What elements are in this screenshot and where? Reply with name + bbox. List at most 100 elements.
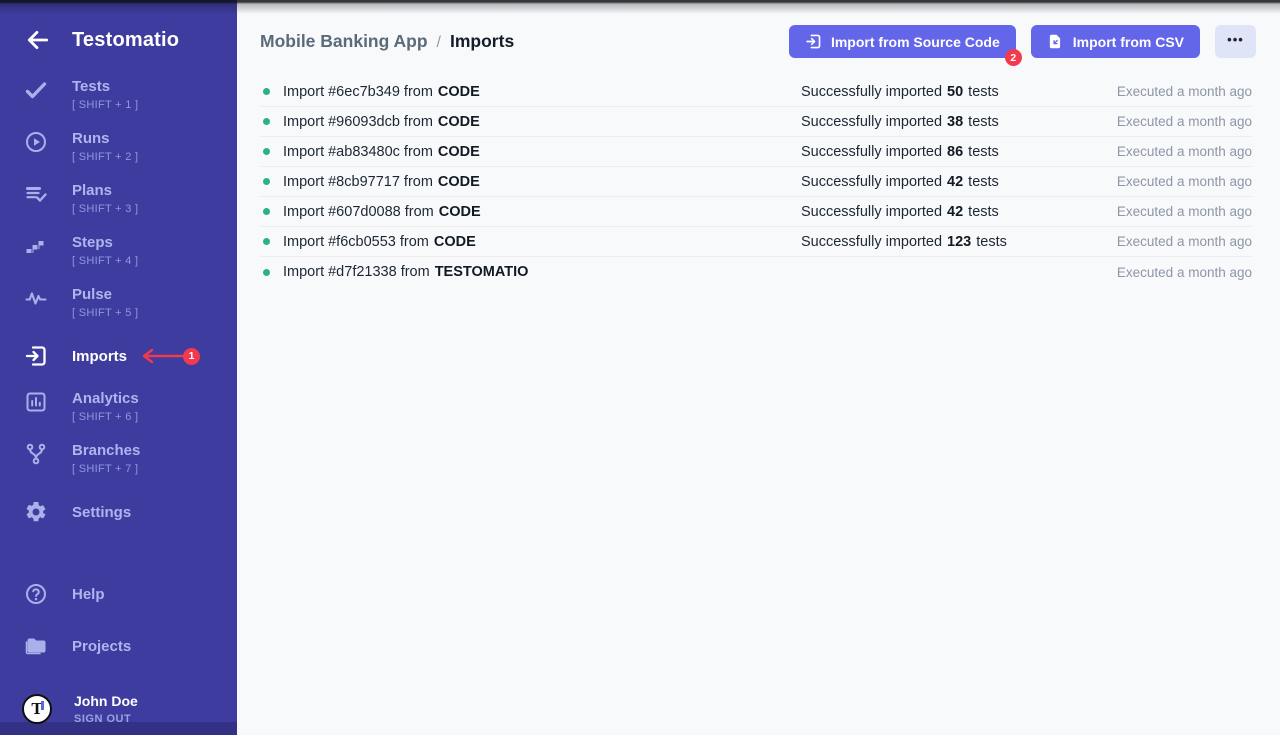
folder-icon	[25, 638, 46, 655]
import-source: CODE	[437, 83, 480, 100]
import-list: Import #6ec7b349 from CODE Successfully …	[260, 77, 1252, 287]
breadcrumb: Mobile Banking App / Imports	[260, 31, 514, 52]
sidebar-item-branches[interactable]: Branches [ SHIFT + 7 ]	[0, 441, 237, 479]
import-source: CODE	[437, 143, 480, 160]
sidebar-item-runs[interactable]: Runs [ SHIFT + 2 ]	[0, 129, 237, 167]
button-label: Import from CSV	[1072, 33, 1184, 50]
sidebar-item-help[interactable]: Help	[0, 575, 237, 613]
sidebar-item-label: Tests	[72, 78, 111, 95]
attention-arrow-icon	[142, 348, 186, 364]
user-name: John Doe	[74, 693, 138, 709]
gear-icon	[26, 501, 46, 522]
status-dot	[263, 88, 270, 95]
button-label: Import from Source Code	[830, 33, 1000, 50]
git-branch-icon	[26, 443, 46, 465]
import-count: 42	[947, 203, 964, 220]
breadcrumb-project[interactable]: Mobile Banking App	[260, 31, 428, 51]
help-circle-icon	[26, 584, 46, 604]
list-check-icon	[26, 187, 47, 202]
import-row[interactable]: Import #96093dcb from CODE Successfully …	[260, 107, 1252, 137]
import-title: Import #f6cb0553 from	[283, 233, 429, 250]
sidebar-item-label: Analytics	[72, 390, 139, 407]
sidebar-item-settings[interactable]: Settings	[0, 493, 237, 531]
source-code-badge: 2	[1004, 49, 1022, 66]
sidebar-item-label: Steps	[72, 234, 113, 251]
import-count: 38	[947, 113, 964, 130]
import-result: Successfully imported 123 tests	[801, 233, 1007, 250]
import-row[interactable]: Import #f6cb0553 from CODE Successfully …	[260, 227, 1252, 257]
check-icon	[25, 82, 47, 99]
import-title: Import #6ec7b349 from	[283, 83, 433, 100]
sidebar-item-pulse[interactable]: Pulse [ SHIFT + 5 ]	[0, 285, 237, 323]
sidebar-item-label: Imports	[72, 347, 128, 365]
avatar-letter: T	[31, 699, 43, 718]
import-icon	[25, 346, 46, 366]
status-dot	[263, 148, 270, 155]
status-dot	[263, 268, 270, 276]
sign-out-link[interactable]: SIGN OUT	[74, 713, 132, 725]
import-csv-button[interactable]: Import from CSV	[1030, 25, 1200, 58]
avatar: T	[22, 694, 52, 724]
sidebar-header: Testomatio	[0, 0, 237, 53]
sidebar-item-label: Branches	[72, 442, 141, 459]
sidebar-item-label: Plans	[72, 182, 113, 199]
ellipsis-icon: •••	[1227, 32, 1244, 47]
import-count: 123	[947, 233, 972, 250]
executed-time: Executed a month ago	[1116, 144, 1252, 159]
sidebar-item-analytics[interactable]: Analytics [ SHIFT + 6 ]	[0, 389, 237, 427]
import-result: Successfully imported 42 tests	[801, 203, 999, 220]
page-title: Imports	[450, 31, 515, 51]
import-count: 50	[947, 83, 964, 100]
sidebar-item-shortcut: [ SHIFT + 7 ]	[72, 463, 139, 475]
import-title: Import #96093dcb from	[283, 113, 433, 130]
sidebar-item-plans[interactable]: Plans [ SHIFT + 3 ]	[0, 181, 237, 219]
pulse-icon	[25, 292, 47, 305]
import-source: CODE	[433, 233, 476, 250]
executed-time: Executed a month ago	[1116, 84, 1252, 99]
play-circle-icon	[26, 132, 46, 152]
page-header: Mobile Banking App / Imports Import from…	[237, 0, 1280, 66]
import-count: 86	[947, 143, 964, 160]
back-arrow-icon[interactable]	[25, 27, 51, 53]
bar-chart-icon	[26, 392, 46, 412]
import-source: TESTOMATIO	[434, 264, 529, 280]
import-source: CODE	[438, 203, 481, 220]
more-options-button[interactable]: •••	[1215, 25, 1256, 58]
import-source-code-button[interactable]: Import from Source Code 2	[788, 25, 1022, 66]
sidebar-item-imports[interactable]: Imports 1	[0, 337, 237, 375]
user-account[interactable]: T John Doe SIGN OUT	[0, 693, 237, 735]
import-row[interactable]: Import #8cb97717 from CODE Successfully …	[260, 167, 1252, 197]
sidebar-item-shortcut: [ SHIFT + 2 ]	[72, 151, 139, 163]
sidebar-item-shortcut: [ SHIFT + 5 ]	[72, 307, 139, 319]
import-row[interactable]: Import #607d0088 from CODE Successfully …	[260, 197, 1252, 227]
sidebar-item-projects[interactable]: Projects	[0, 627, 237, 665]
executed-time: Executed a month ago	[1116, 264, 1252, 280]
executed-time: Executed a month ago	[1116, 114, 1252, 129]
import-row[interactable]: Import #6ec7b349 from CODE Successfully …	[260, 77, 1252, 107]
import-source: CODE	[437, 173, 480, 190]
executed-time: Executed a month ago	[1116, 234, 1252, 249]
breadcrumb-separator: /	[436, 34, 441, 51]
sidebar: Testomatio Tests [ SHIFT + 1 ] Runs [ SH…	[0, 0, 237, 735]
import-row[interactable]: Import #d7f21338 from TESTOMATIO Execute…	[260, 257, 1252, 287]
import-title: Import #8cb97717 from	[283, 173, 433, 190]
sidebar-item-label: Runs	[72, 130, 110, 147]
sidebar-item-shortcut: [ SHIFT + 3 ]	[72, 203, 139, 215]
status-dot	[263, 208, 270, 215]
sidebar-item-shortcut: [ SHIFT + 1 ]	[72, 99, 139, 111]
sidebar-item-label: Pulse	[72, 286, 113, 303]
avatar-accent	[41, 701, 44, 710]
import-row[interactable]: Import #ab83480c from CODE Successfully …	[260, 137, 1252, 167]
app-logo: Testomatio	[72, 28, 180, 51]
executed-time: Executed a month ago	[1116, 174, 1252, 189]
import-title: Import #ab83480c from	[283, 143, 433, 160]
import-result: Successfully imported 50 tests	[801, 83, 999, 100]
sidebar-item-tests[interactable]: Tests [ SHIFT + 1 ]	[0, 77, 237, 115]
main-content: Mobile Banking App / Imports Import from…	[237, 0, 1280, 735]
import-result: Successfully imported 42 tests	[801, 173, 999, 190]
sidebar-nav: Tests [ SHIFT + 1 ] Runs [ SHIFT + 2 ] P…	[0, 77, 237, 679]
status-dot	[263, 178, 270, 185]
sidebar-item-steps[interactable]: Steps [ SHIFT + 4 ]	[0, 233, 237, 271]
csv-file-icon	[1049, 34, 1060, 49]
import-result: Successfully imported 38 tests	[801, 113, 999, 130]
